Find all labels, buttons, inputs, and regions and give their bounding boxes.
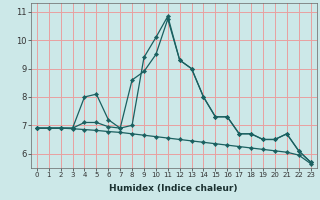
X-axis label: Humidex (Indice chaleur): Humidex (Indice chaleur): [109, 184, 238, 193]
